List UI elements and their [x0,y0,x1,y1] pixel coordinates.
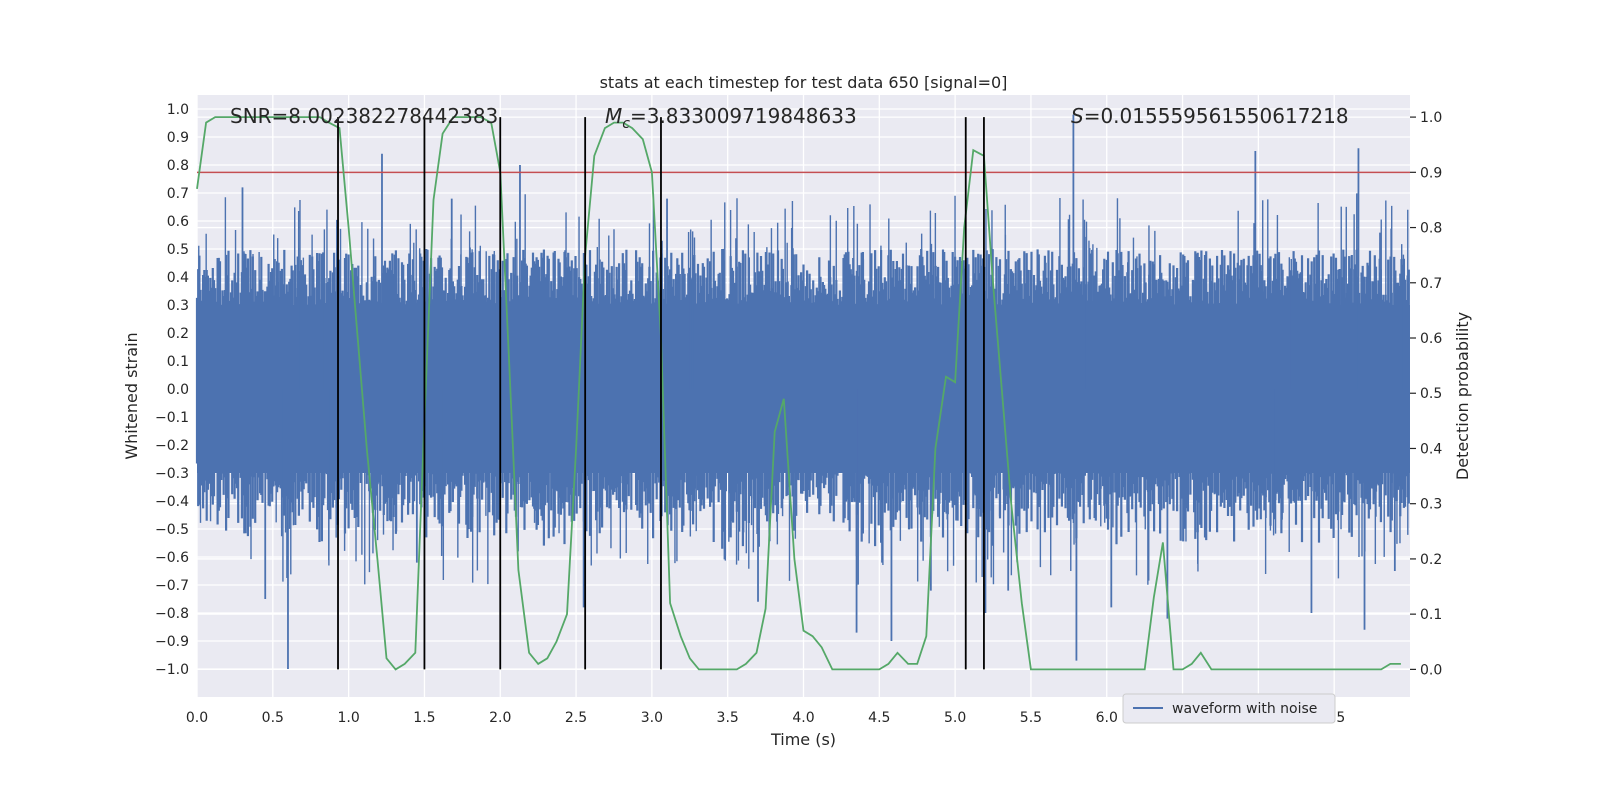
y-tick-label: 0.5 [167,242,189,258]
legend: waveform with noise [1122,693,1336,724]
y2-tick-label: 0.0 [1420,662,1442,678]
y2-tick-label: 0.1 [1420,607,1442,623]
y-tick-label: −0.9 [155,634,189,650]
legend-box [1122,693,1336,724]
y2-tick-label: 0.7 [1420,276,1442,292]
y-tick-label: −0.3 [155,466,189,482]
y2-axis-label: Detection probability [1453,312,1472,480]
s-annotation: S=0.015559561550617218 [1071,104,1349,128]
detection-markers [337,117,985,670]
y2-tick-label: 0.9 [1420,165,1442,181]
y-tick-label: 0.3 [167,298,189,314]
y-tick-label: −0.6 [155,550,189,566]
probability-series [196,116,1401,671]
y-axis-label: Whitened strain [122,332,141,459]
waveform-series [195,114,1410,669]
x-tick-label: 5.0 [944,710,966,726]
y-tick-label: −0.5 [155,522,189,538]
snr-annotation: SNR=8.002382278442383 [230,104,498,128]
y-tick-label: −0.1 [155,410,189,426]
y-tick-label: 0.2 [167,326,189,342]
y-tick-label: −1.0 [155,662,189,678]
x-tick-label: 1.5 [413,710,435,726]
x-tick-label: 2.0 [489,710,511,726]
y-axis-ticks: −1.0 −0.9 −0.8 −0.7 −0.6 −0.5 −0.4 −0.3 −0.2 −0.1… [155,102,189,678]
y2-tick-label: 1.0 [1420,110,1442,126]
y-tick-label: −0.2 [155,438,189,454]
y2-tick-label: 0.8 [1420,221,1442,237]
y2-tick-label: 0.6 [1420,331,1442,347]
waveform-core [197,305,1410,473]
y-tick-label: −0.4 [155,494,189,510]
x-tick-label: 4.0 [792,710,814,726]
chirp-mass-symbol: M [605,104,622,128]
y-tick-label: −0.7 [155,578,189,594]
s-value: =0.015559561550617218 [1084,104,1349,128]
x-tick-label: 0.5 [262,710,284,726]
x-tick-label: 5.5 [1020,710,1042,726]
y-tick-label: 0.8 [167,158,189,174]
y-tick-label: −0.8 [155,606,189,622]
y-tick-label: 0.1 [167,354,189,370]
x-tick-label: 3.5 [717,710,739,726]
y-tick-label: 0.7 [167,186,189,202]
chirp-mass-annotation: Mc=3.833009719848633 [605,104,857,132]
y2-tick-label: 0.4 [1420,441,1442,457]
y-tick-label: 0.4 [167,270,189,286]
chirp-mass-value: =3.833009719848633 [630,104,857,128]
y-tick-label: 0.9 [167,130,189,146]
y2-axis-ticks: 0.0 0.1 0.2 0.3 0.4 0.5 0.6 0.7 0.8 0.9 1.0 [1410,110,1442,678]
x-tick-label: 2.5 [565,710,587,726]
y2-tick-label: 0.2 [1420,552,1442,568]
x-tick-label: 1.0 [337,710,359,726]
x-tick-label: 0.0 [186,710,208,726]
s-symbol: S [1071,104,1084,128]
y2-tick-label: 0.3 [1420,497,1442,513]
chirp-mass-subscript: c [622,116,630,132]
legend-label: waveform with noise [1172,701,1317,717]
x-tick-label: 3.0 [641,710,663,726]
chart-title: stats at each timestep for test data 650… [600,73,1008,92]
y-tick-label: 0.6 [167,214,189,230]
x-tick-label: 6.0 [1096,710,1118,726]
x-tick-label: 4.5 [868,710,890,726]
probability-line [196,116,1401,671]
y-tick-label: 1.0 [167,102,189,118]
y-tick-label: 0.0 [167,382,189,398]
x-axis-label: Time (s) [770,730,836,749]
y2-tick-label: 0.5 [1420,386,1442,402]
